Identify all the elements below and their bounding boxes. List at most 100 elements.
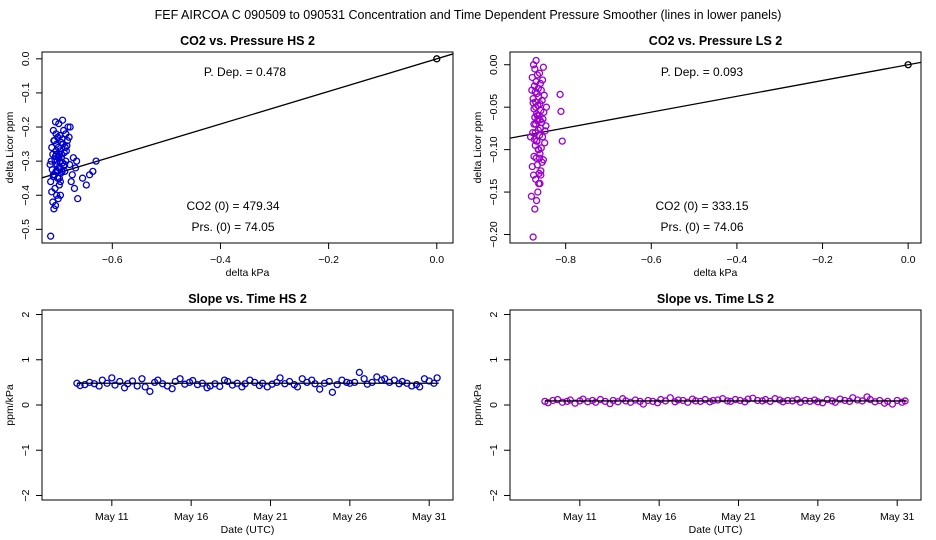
- data-point: [62, 147, 70, 155]
- data-point: [66, 123, 74, 131]
- x-axis-label: Date (UTC): [221, 524, 275, 536]
- annotation-p-dep: P. Dep. = 0.478: [204, 65, 287, 79]
- data-point: [64, 123, 72, 131]
- data-point: [532, 56, 540, 65]
- annotation-prs-0: Prs. (0) = 74.05: [191, 220, 274, 234]
- chart-title: CO2 vs. Pressure HS 2: [180, 34, 315, 48]
- data-point: [128, 377, 137, 385]
- data-point: [538, 76, 547, 84]
- x-tick-label: 0.0: [901, 254, 916, 266]
- data-point: [631, 396, 640, 404]
- data-point: [276, 374, 284, 382]
- data-point: [67, 177, 75, 186]
- plot-frame: [509, 51, 922, 244]
- chart-title: Slope vs. Time HS 2: [188, 292, 307, 306]
- x-tick-label: May 26: [333, 511, 368, 523]
- data-point: [536, 116, 544, 124]
- x-tick-label: −0.8: [555, 254, 576, 266]
- data-point: [85, 378, 94, 387]
- data-point: [532, 78, 540, 86]
- x-axis-label: delta kPa: [226, 267, 270, 279]
- x-tick-label: May 26: [801, 511, 836, 523]
- data-point: [325, 377, 333, 386]
- data-point: [56, 191, 65, 199]
- data-point: [224, 377, 232, 386]
- data-point: [537, 167, 545, 175]
- data-point: [360, 375, 368, 383]
- data-point: [51, 118, 60, 126]
- y-tick-label: 0.00: [488, 54, 500, 75]
- annotation-p-dep: P. Dep. = 0.093: [661, 65, 744, 79]
- chart-title: Slope vs. Time LS 2: [657, 292, 774, 306]
- annotation-co2-0: CO2 (0) = 333.15: [655, 199, 748, 213]
- data-point: [76, 381, 84, 390]
- data-point: [49, 198, 57, 206]
- y-tick-label: −0.10: [488, 136, 500, 163]
- x-tick-label: May 31: [412, 511, 447, 523]
- plot-frame: [41, 309, 454, 501]
- data-point: [55, 174, 63, 182]
- data-point: [542, 103, 551, 111]
- data-point: [532, 137, 541, 145]
- data-layer: [42, 53, 453, 240]
- data-point: [46, 160, 54, 169]
- data-point: [823, 395, 832, 404]
- data-point: [535, 154, 544, 162]
- data-point: [89, 167, 97, 176]
- data-point: [138, 375, 146, 383]
- data-point: [52, 150, 61, 158]
- data-point: [539, 156, 548, 164]
- y-tick-label: 1: [20, 357, 32, 363]
- data-point: [529, 233, 537, 241]
- reference-point: [433, 55, 441, 63]
- data-point: [531, 65, 539, 73]
- data-point: [381, 375, 389, 383]
- fit-line: [42, 53, 453, 179]
- data-point: [176, 375, 184, 383]
- y-tick-label: 2: [20, 311, 32, 317]
- data-point: [535, 69, 544, 77]
- y-tick-label: −0.05: [488, 94, 500, 121]
- data-point: [47, 177, 55, 186]
- x-tick-label: −0.6: [102, 254, 123, 266]
- data-point: [532, 196, 541, 205]
- data-point: [53, 167, 61, 176]
- data-point: [74, 195, 82, 203]
- y-tick-label: −1: [20, 444, 32, 456]
- data-layer: [73, 368, 441, 396]
- x-tick-label: May 21: [253, 511, 288, 523]
- x-tick-label: −0.6: [641, 254, 662, 266]
- data-point: [53, 157, 61, 165]
- data-point: [47, 232, 55, 240]
- fit-line: [510, 61, 921, 139]
- reference-point: [904, 61, 912, 69]
- data-point: [584, 398, 592, 406]
- data-point: [814, 398, 822, 406]
- y-tick-label: −2: [488, 489, 500, 501]
- data-point: [146, 387, 154, 396]
- data-point: [731, 395, 739, 404]
- data-point: [57, 138, 65, 147]
- data-layer: [541, 393, 909, 408]
- data-point: [558, 398, 567, 406]
- ls-pressure-panel: CO2 vs. Pressure LS 2 −0.8 −0.6 −0.4 −0.2 0.0…: [472, 34, 922, 279]
- plot-frame: [41, 51, 454, 244]
- data-point: [71, 164, 80, 172]
- data-point: [836, 395, 844, 403]
- plot-frame: [509, 309, 922, 501]
- data-point: [92, 157, 100, 165]
- hs-slope-panel: Slope vs. Time HS 2 May 11 May 16 May 21 May…: [4, 292, 454, 536]
- x-tick-label: −0.4: [727, 254, 748, 266]
- data-point: [216, 382, 224, 391]
- data-point: [78, 174, 87, 182]
- data-point: [534, 145, 542, 154]
- data-point: [539, 63, 548, 71]
- data-point: [328, 388, 337, 396]
- data-point: [51, 184, 59, 193]
- data-point: [57, 150, 66, 158]
- x-tick-label: May 31: [880, 511, 915, 523]
- data-point: [350, 378, 359, 387]
- x-tick-label: May 16: [174, 511, 209, 523]
- data-point: [529, 99, 537, 107]
- data-layer: [510, 56, 921, 241]
